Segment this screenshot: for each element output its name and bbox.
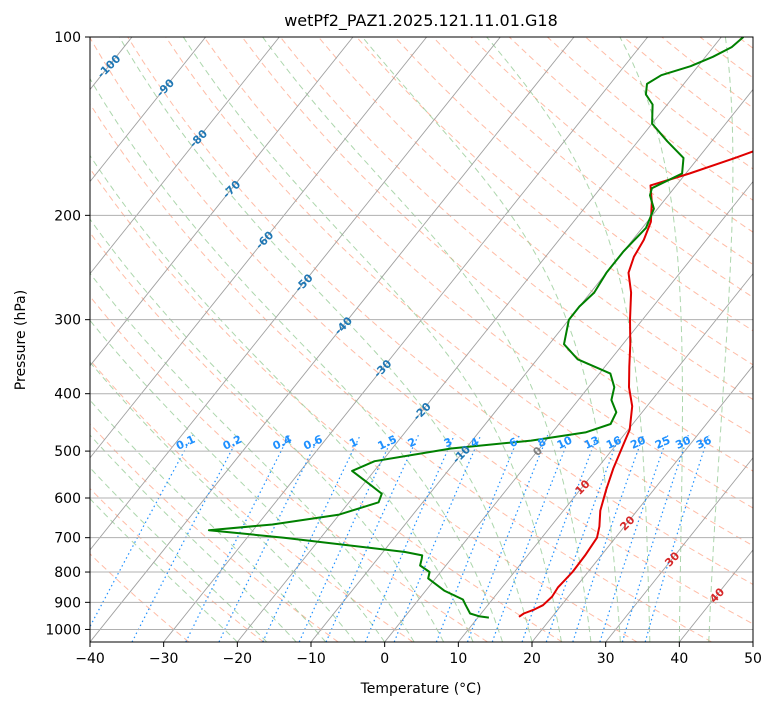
y-tick-label: 700 (54, 531, 81, 547)
moist-adiabat (90, 218, 445, 642)
chart-title: wetPf2_PAZ1.2025.121.11.01.G18 (284, 11, 558, 31)
moist-adiabat (619, 37, 683, 642)
temperature-line (518, 150, 753, 618)
mixing-ratio-line (599, 435, 669, 642)
mixing-ratio-line (621, 435, 689, 642)
dry-adiabat (356, 37, 753, 366)
y-tick-label: 200 (54, 208, 81, 224)
moist-adiabat (90, 467, 268, 642)
moist-adiabat (182, 37, 562, 642)
dry-adiabat (127, 37, 753, 586)
mixing-ratio-line (572, 435, 644, 642)
plot-frame (89, 36, 754, 643)
dry-adiabat (90, 231, 563, 642)
x-axis-label: Temperature (°C) (360, 681, 482, 697)
mixing-ratio-line (298, 434, 395, 642)
y-tick-label: 600 (54, 491, 81, 507)
dry-adiabat (90, 167, 638, 642)
dry-adiabat (394, 37, 753, 332)
axes: −40 −30 −20 −10 0 10 20 30 40 50 100 200 300 400 500 60… (45, 30, 762, 667)
mixing-ratio-label: 25 (653, 434, 672, 452)
dry-adiabat (90, 553, 190, 642)
y-tick-label: 500 (54, 444, 81, 460)
dewpoint-line (207, 37, 745, 619)
moist-adiabat (362, 37, 621, 642)
x-tick-label: 50 (744, 651, 762, 667)
y-tick-label: 400 (54, 387, 81, 403)
x-tick-label: 0 (380, 651, 389, 667)
x-tick-label: 10 (449, 651, 467, 667)
x-tick-label: −40 (75, 651, 105, 667)
dry-adiabat (165, 37, 753, 547)
mixing-ratio-label: 30 (673, 433, 693, 451)
moist-adiabat (90, 77, 503, 642)
x-tick-label: −10 (296, 651, 326, 667)
y-tick-label: 300 (54, 313, 81, 329)
isotherm-line (90, 37, 280, 275)
x-tick-label: 30 (597, 651, 615, 667)
x-tick-label: 40 (670, 651, 688, 667)
mixing-ratio-label: 16 (604, 433, 624, 451)
mixing-ratio-line (262, 434, 361, 642)
moist-adiabat (90, 361, 356, 642)
isotherm-line (457, 272, 753, 642)
moist-adiabat (118, 37, 533, 642)
profile-lines (207, 37, 753, 619)
mixing-ratio-line (393, 434, 482, 642)
isotherm-line (310, 88, 753, 642)
mixing-ratio-line (131, 434, 241, 642)
moist-adiabat (90, 434, 297, 642)
isotherm-line (605, 457, 753, 642)
dry-adiabat (318, 37, 753, 401)
moist-adiabat (708, 37, 734, 642)
isotherm-line (90, 37, 501, 551)
isotherm-line (163, 37, 649, 642)
x-tick-label: 20 (523, 651, 541, 667)
mixing-ratio-label: 20 (628, 433, 648, 451)
moist-adiabat (262, 37, 592, 642)
moist-adiabat (486, 37, 651, 642)
isotherm-line (90, 37, 428, 459)
y-axis-label: Pressure (hPa) (13, 290, 29, 390)
mixing-ratio-line (364, 434, 455, 642)
y-tick-label: 900 (54, 595, 81, 611)
moist-adiabat (90, 498, 238, 642)
mixing-ratio-line (218, 434, 321, 642)
isotherm-line (90, 37, 354, 367)
moist-adiabat (90, 154, 474, 642)
mixing-ratio-line (325, 434, 419, 642)
dry-adiabat (90, 295, 488, 642)
isotherm-line (531, 365, 753, 642)
mixing-ratio-label: 13 (582, 434, 601, 452)
dry-adiabat (90, 37, 753, 625)
mixing-ratio-label: 10 (555, 433, 575, 451)
isotherm-line (90, 37, 575, 642)
moist-adiabat (90, 319, 386, 642)
mixing-ratio-label: 36 (694, 433, 714, 451)
x-tick-label: −20 (223, 651, 253, 667)
mixing-ratio-line (185, 434, 290, 642)
isotherm-line (384, 180, 753, 642)
x-tick-label: −30 (149, 651, 179, 667)
mixing-ratio-line (644, 435, 710, 642)
y-tick-label: 800 (54, 565, 81, 581)
background-lines (90, 37, 753, 642)
y-tick-label: 100 (54, 30, 81, 46)
y-tick-label: 1000 (45, 622, 81, 638)
isotherm-line (90, 37, 207, 183)
dry-adiabat (90, 103, 712, 642)
mixing-ratio-line (90, 434, 194, 628)
